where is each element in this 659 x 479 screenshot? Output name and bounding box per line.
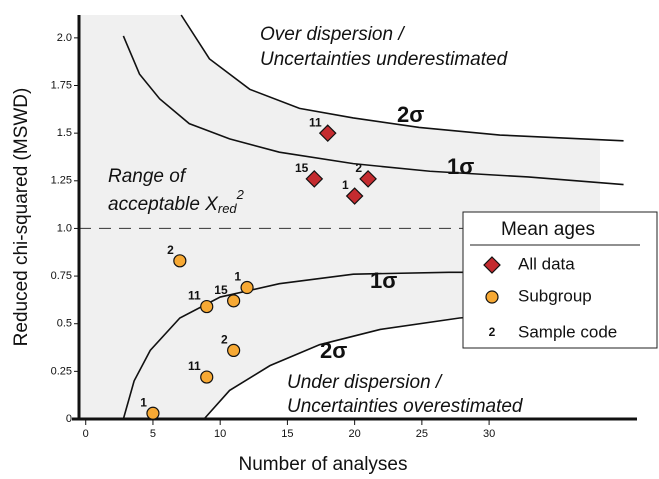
x-tick-label: 30 — [483, 428, 495, 440]
sample-code: 1 — [140, 395, 147, 409]
circle-marker — [146, 406, 160, 420]
y-tick-label: 0 — [66, 413, 72, 425]
legend-box — [462, 211, 658, 349]
curve-label: 2σ — [320, 338, 347, 363]
sample-code: 2 — [167, 243, 174, 257]
sigma-curve — [203, 303, 624, 420]
legend-symbol: 2 — [489, 325, 496, 339]
circle-marker — [485, 290, 499, 304]
sample-code: 11 — [309, 115, 322, 129]
annotation-subscript: red — [218, 201, 238, 216]
sample-code: 1 — [342, 178, 349, 192]
sample-code: 11 — [188, 289, 201, 303]
sample-code: 15 — [295, 161, 309, 175]
sample-code: 15 — [214, 283, 228, 297]
legend-label: Sample code — [518, 322, 617, 341]
plot-layer: 2σ 1σ 1σ 2σ 0 0.25 0.5 0.75 1.0 1.25 1.5 1.75 2.0 0 5 1… — [51, 15, 637, 440]
y-tick-label: 1.75 — [51, 79, 72, 91]
curve-label: 1σ — [447, 154, 474, 179]
sigma-curve — [180, 14, 624, 142]
x-axis-title: Number of analyses — [239, 454, 408, 475]
y-tick-label: 1.25 — [51, 175, 72, 187]
y-tick-label: 2.0 — [57, 32, 72, 44]
legend-label: Subgroup — [518, 286, 592, 305]
y-axis-title: Reduced chi-squared (MSWD) — [11, 88, 32, 347]
annotation: Uncertainties overestimated — [287, 396, 524, 417]
annotation: Under dispersion / — [287, 372, 443, 393]
annotation: Range of — [108, 166, 187, 187]
circle-marker — [173, 254, 187, 268]
background-layer — [79, 14, 624, 420]
x-tick-label: 10 — [214, 428, 226, 440]
x-tick-label: 0 — [83, 428, 89, 440]
curve-label: 2σ — [397, 102, 424, 127]
annotation: Over dispersion / — [260, 24, 405, 45]
x-tick-label: 5 — [150, 428, 156, 440]
y-tick-label: 0.75 — [51, 270, 72, 282]
acceptable-region — [79, 15, 600, 419]
y-tick-label: 0.5 — [57, 318, 72, 330]
curve-label: 1σ — [370, 268, 397, 293]
annotation-part: acceptable X — [108, 194, 219, 215]
diamond-marker — [318, 124, 337, 142]
x-tick-label: 15 — [281, 428, 293, 440]
annotation-superscript: 2 — [236, 187, 245, 202]
legend: Mean ages 2 Sample code All data Subgroup — [462, 211, 658, 349]
diamond-marker — [345, 187, 364, 205]
sample-code: 2 — [221, 333, 228, 347]
diamond-marker — [359, 170, 377, 188]
sigma-curve — [122, 35, 624, 186]
diamond-marker — [305, 170, 324, 188]
y-tick-label: 0.25 — [51, 365, 72, 377]
x-tick-label: 25 — [416, 428, 428, 440]
sample-code: 2 — [355, 161, 362, 175]
annotation: acceptable Xred2 — [108, 187, 245, 216]
x-tick-label: 20 — [349, 428, 361, 440]
circle-marker — [227, 294, 241, 308]
sigma-curve — [122, 271, 624, 420]
diamond-marker — [483, 256, 501, 274]
circle-marker — [240, 280, 254, 295]
legend-label: All data — [518, 254, 575, 273]
circle-marker — [227, 343, 241, 357]
legend-title: Mean ages — [501, 219, 595, 240]
circle-marker — [200, 370, 214, 384]
annotation: Uncertainties underestimated — [260, 49, 509, 70]
y-tick-label: 1.5 — [57, 127, 72, 139]
sample-code: 1 — [234, 270, 241, 284]
sample-code: 11 — [188, 359, 201, 373]
circle-marker — [200, 299, 214, 314]
y-tick-label: 1.0 — [57, 222, 72, 234]
